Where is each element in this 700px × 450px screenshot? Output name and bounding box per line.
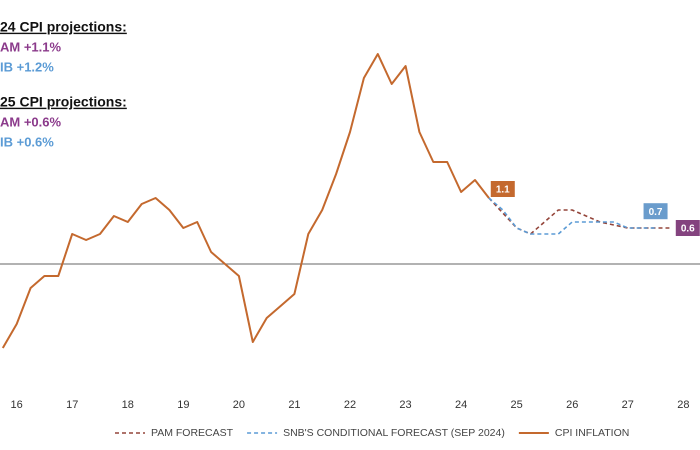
annotation-box	[490, 181, 515, 197]
note-line: IB +0.6%	[0, 134, 54, 149]
x-tick-label: 26	[566, 399, 578, 411]
note-line: AM +1.1%	[0, 39, 61, 54]
series-line	[488, 197, 670, 235]
x-tick-label: 19	[177, 399, 189, 411]
note-line: AM +0.6%	[0, 114, 61, 129]
series-line	[1, 53, 490, 349]
note-line: IB +1.2%	[0, 59, 54, 74]
x-tick-label: 16	[11, 399, 23, 411]
series-line	[488, 197, 656, 235]
annotation-label: 0.7	[649, 207, 663, 218]
x-tick-label: 27	[622, 399, 634, 411]
legend-label: PAM FORECAST	[151, 427, 234, 439]
x-tick-label: 25	[511, 399, 523, 411]
note-title: 24 CPI projections:	[0, 19, 127, 35]
x-tick-label: 24	[455, 399, 467, 411]
legend-label: SNB'S CONDITIONAL FORECAST (SEP 2024)	[283, 427, 505, 439]
annotation-box	[675, 220, 700, 236]
annotation-label: 0.6	[681, 224, 695, 235]
x-tick-label: 18	[122, 399, 134, 411]
annotation-label: 1.1	[496, 185, 510, 196]
x-tick-label: 28	[677, 399, 689, 411]
legend-label: CPI INFLATION	[555, 427, 629, 439]
x-tick-label: 23	[399, 399, 411, 411]
x-tick-label: 17	[66, 399, 78, 411]
annotation-box	[643, 203, 668, 220]
note-title: 25 CPI projections:	[0, 94, 127, 110]
x-tick-label: 21	[288, 399, 300, 411]
legend: PAM FORECAST SNB'S CONDITIONAL FORECAST (…	[115, 427, 629, 439]
x-tick-label: 22	[344, 399, 356, 411]
x-tick-label: 20	[233, 399, 245, 411]
